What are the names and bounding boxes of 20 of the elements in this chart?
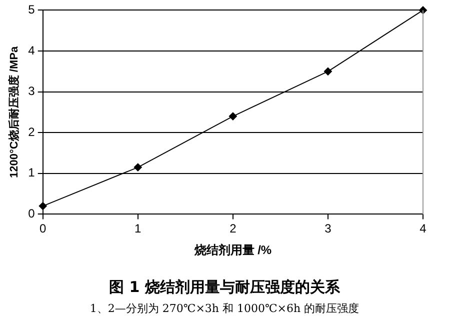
- y-tick-label: 5: [28, 2, 36, 17]
- y-tick-label: 4: [28, 43, 36, 58]
- point: [419, 6, 427, 14]
- x-tick-label: 0: [40, 222, 47, 236]
- point: [228, 112, 237, 120]
- y-tick-label: 3: [28, 84, 36, 98]
- point: [38, 202, 47, 210]
- x-tick-label: 4: [420, 222, 427, 236]
- x-axis-title: 烧结剂用量 /%: [193, 243, 272, 258]
- x-tick-label: 1: [134, 222, 142, 236]
- x-tick-label: 3: [324, 222, 332, 236]
- y-tick-label: 2: [28, 124, 36, 139]
- text: 1、2—分别为 270℃×3h 和 1000℃×6h 的耐压强度: [88, 301, 360, 316]
- text: 图 1 烧结剂用量与耐压强度的关系: [108, 278, 341, 297]
- y-tick-label: 0: [28, 206, 36, 221]
- point: [324, 67, 332, 76]
- y-axis-title: 1200°C烧后耐压强度 /MPa: [8, 46, 21, 178]
- point: [134, 163, 142, 172]
- x-tick-label: 2: [230, 222, 237, 236]
- y-tick-label: 1: [28, 166, 36, 180]
